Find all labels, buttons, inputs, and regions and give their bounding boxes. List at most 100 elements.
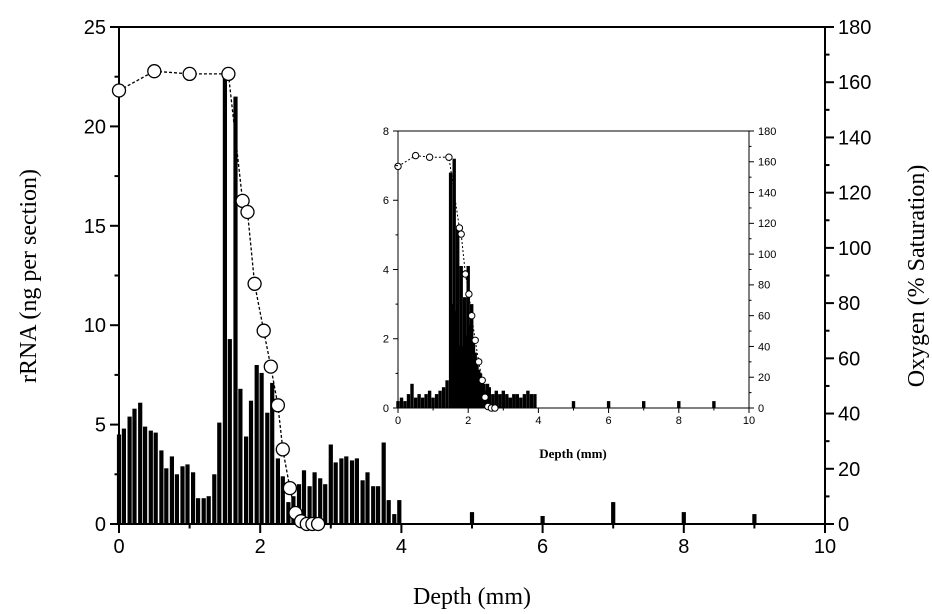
main-bar — [127, 416, 132, 524]
inset-oxygen-point — [468, 312, 476, 320]
main-bar — [611, 502, 616, 524]
inset-y2-tick-label: 120 — [758, 218, 776, 230]
inset-y2-tick-label: 0 — [758, 403, 764, 415]
main-oxygen-point — [275, 442, 290, 457]
inset-y-ticks: 0 2 4 6 8 — [383, 126, 398, 415]
main-y-tick-label: 20 — [84, 116, 106, 138]
main-y2-tick-label: 140 — [838, 127, 871, 149]
inset-x-tick-label: 0 — [395, 415, 401, 427]
main-y-tick-label: 25 — [84, 17, 106, 39]
main-oxygen-point — [182, 66, 197, 82]
main-bar — [392, 514, 397, 524]
inset-bar — [571, 401, 576, 408]
main-y2-tick-label: 0 — [838, 514, 849, 536]
main-y2-tick-label: 80 — [838, 293, 860, 315]
inset-bar — [473, 352, 477, 408]
inset-bar — [512, 394, 516, 408]
inset-oxygen-line — [397, 155, 495, 409]
inset-bar — [417, 394, 421, 408]
main-bar — [244, 436, 249, 524]
inset-bar — [522, 394, 527, 408]
main-bar — [333, 462, 338, 524]
inset-bar — [533, 394, 537, 408]
inset-bar — [427, 390, 432, 408]
inset-bars — [396, 158, 716, 409]
main-y2-tick-label: 120 — [838, 183, 871, 205]
inset-bar — [396, 401, 400, 408]
inset-oxygen-point — [394, 162, 402, 171]
inset-bar — [642, 401, 646, 408]
inset-x-tick-label: 2 — [465, 415, 471, 427]
main-oxygen-point — [221, 66, 236, 82]
main-bar — [323, 484, 328, 524]
main-oxygen-point — [247, 276, 262, 291]
inset-oxygen-point — [457, 230, 465, 238]
main-bar — [159, 450, 164, 524]
main-bar — [376, 486, 381, 524]
inset-oxygen-point — [445, 153, 453, 161]
inset-bar — [457, 345, 462, 408]
main-bar — [312, 472, 317, 524]
main-bar — [270, 382, 275, 524]
main-bar — [148, 430, 153, 524]
main-y2-tick-label: 100 — [838, 238, 871, 260]
main-x-tick-label: 6 — [537, 536, 548, 558]
main-y-tick-label: 0 — [95, 514, 106, 536]
main-bar — [217, 422, 222, 524]
main-x-ticks: 0 2 4 6 8 10 — [113, 524, 836, 558]
main-bar — [371, 486, 376, 524]
main-bar — [259, 372, 264, 524]
inset-bar — [494, 390, 498, 408]
main-oxygen-series — [111, 64, 326, 532]
main-bar — [174, 474, 179, 524]
main-bar — [164, 468, 169, 524]
inset-y2-tick-label: 160 — [758, 157, 776, 169]
inset-x-axis-label: Depth (mm) — [539, 446, 607, 461]
inset-bar — [529, 394, 534, 408]
inset-y2-ticks: 0 20 40 60 80 100 120 140 160 180 — [749, 126, 776, 415]
inset-y2-tick-label: 140 — [758, 187, 776, 199]
inset-y2-tick-label: 100 — [758, 249, 776, 261]
main-y2-tick-label: 40 — [838, 404, 860, 426]
main-y-ticks: 0 5 10 15 20 25 — [84, 17, 119, 536]
main-bar — [227, 339, 232, 524]
inset-bar — [515, 394, 519, 408]
inset-x-tick-label: 4 — [535, 415, 541, 427]
inset-bar — [477, 369, 481, 408]
inset-bar — [461, 345, 465, 408]
main-bar — [143, 426, 148, 524]
inset-bar — [712, 401, 716, 408]
main-bar — [386, 500, 391, 524]
main-bar — [752, 514, 757, 524]
main-bar — [206, 496, 211, 524]
main-bar — [318, 478, 323, 524]
main-oxygen-point — [263, 359, 278, 374]
inset-y-tick-label: 2 — [383, 334, 389, 346]
main-bar — [212, 474, 217, 524]
main-bar — [116, 434, 122, 524]
main-bar — [354, 458, 359, 524]
inset-x-tick-label: 10 — [743, 415, 755, 427]
inset-y-tick-label: 6 — [383, 195, 389, 207]
main-oxygen-point — [111, 83, 127, 98]
inset-x-ticks: 0 2 4 6 8 10 — [395, 408, 755, 427]
main-x-tick-label: 8 — [678, 536, 689, 558]
inset-bar — [399, 397, 404, 408]
main-x-tick-label: 10 — [814, 536, 836, 558]
main-bar — [196, 498, 201, 524]
inset-bar — [413, 397, 418, 408]
main-bar — [296, 484, 302, 524]
inset-y2-tick-label: 80 — [758, 280, 770, 292]
main-bar — [280, 476, 285, 524]
main-bar — [681, 512, 686, 524]
inset-bar — [466, 266, 470, 408]
inset-bar — [450, 304, 455, 408]
inset-bar — [441, 387, 446, 408]
inset-oxygen-point — [455, 224, 464, 232]
inset-bar — [480, 380, 484, 408]
inset-bar — [677, 401, 681, 408]
inset-oxygen-point — [491, 404, 499, 412]
main-bar — [349, 460, 355, 524]
main-bar — [339, 458, 344, 524]
